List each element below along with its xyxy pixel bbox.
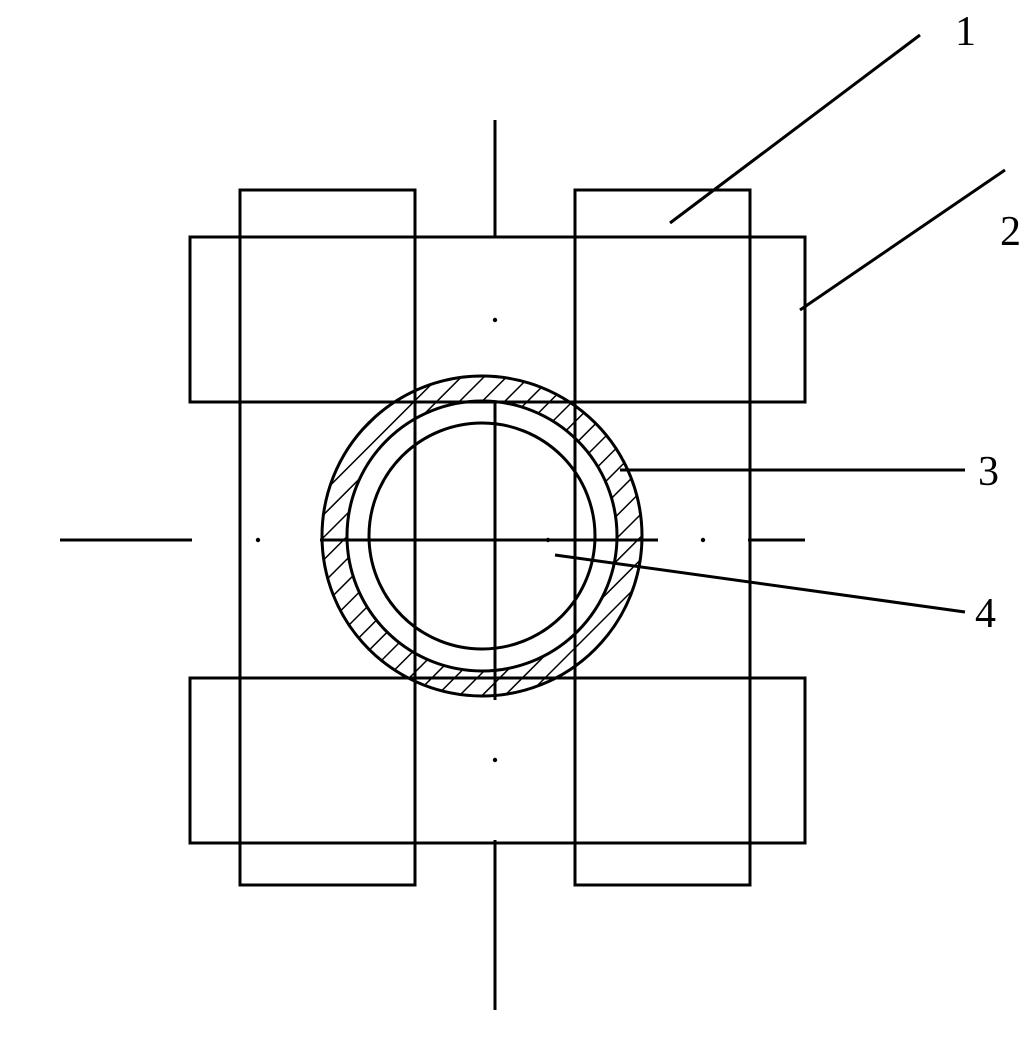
callout-label-3: 3 bbox=[978, 448, 999, 496]
centerline-dot_h1 bbox=[256, 538, 260, 542]
hatched-ring bbox=[0, 0, 1036, 1037]
centerline-dot_h2 bbox=[701, 538, 705, 542]
mechanical-diagram bbox=[0, 0, 1036, 1037]
centerline-dot_v1 bbox=[493, 318, 497, 322]
callout-label-4: 4 bbox=[975, 590, 996, 638]
centerline-dot_v2 bbox=[493, 758, 497, 762]
callout-label-1: 1 bbox=[955, 8, 976, 56]
callout-label-2: 2 bbox=[1000, 208, 1021, 256]
centerline-dot_c bbox=[546, 538, 550, 542]
